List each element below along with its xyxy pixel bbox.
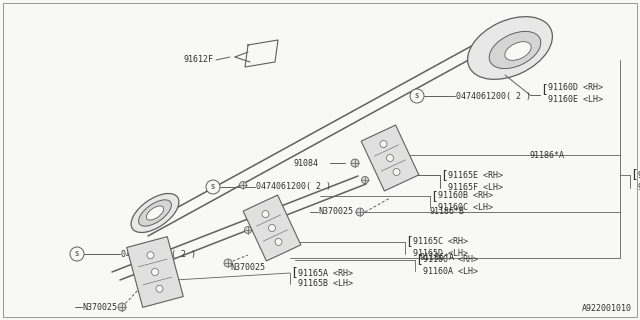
Text: 91165A <RH>: 91165A <RH> [298,268,353,277]
Text: 91084: 91084 [294,158,319,167]
Circle shape [275,238,282,245]
Text: [: [ [405,236,413,249]
Text: N370025: N370025 [230,262,265,271]
Circle shape [152,268,159,276]
Text: [: [ [540,84,547,97]
Text: [: [ [415,253,422,267]
Text: [: [ [290,267,298,279]
Text: 91160E <LH>: 91160E <LH> [548,95,603,105]
Circle shape [262,211,269,218]
Circle shape [118,303,126,311]
Circle shape [356,208,364,216]
FancyBboxPatch shape [243,195,301,261]
Text: 91165C <RH>: 91165C <RH> [413,237,468,246]
Circle shape [380,140,387,148]
Text: 0474061200( 2 ): 0474061200( 2 ) [121,250,196,259]
Text: 91165E <RH>: 91165E <RH> [448,171,503,180]
Circle shape [147,252,154,259]
Text: 91165F <LH>: 91165F <LH> [448,183,503,193]
Ellipse shape [505,42,531,60]
Text: 91160  <RH>: 91160 <RH> [423,255,478,265]
Circle shape [410,89,424,103]
Text: S: S [75,251,79,257]
Text: [: [ [440,170,447,182]
FancyBboxPatch shape [361,125,419,191]
FancyBboxPatch shape [127,236,183,308]
Text: 0474061200( 2 ): 0474061200( 2 ) [456,92,531,100]
Circle shape [351,159,359,167]
Text: N370025: N370025 [82,302,117,311]
Text: 91160C <LH>: 91160C <LH> [438,203,493,212]
Circle shape [70,247,84,261]
Text: 91151A<LH>: 91151A<LH> [638,183,640,193]
Text: 91165B <LH>: 91165B <LH> [298,279,353,289]
Text: 91612F: 91612F [183,55,213,65]
Ellipse shape [147,206,164,220]
Circle shape [239,181,246,188]
Text: A922001010: A922001010 [582,304,632,313]
Circle shape [224,259,232,267]
Circle shape [244,227,252,234]
Text: [: [ [630,169,637,181]
Text: 91186*A: 91186*A [530,150,565,159]
Ellipse shape [131,194,179,233]
Circle shape [206,180,220,194]
Circle shape [387,155,394,162]
Text: [: [ [430,190,438,204]
Text: 91165D <LH>: 91165D <LH> [413,250,468,259]
Circle shape [156,285,163,292]
Text: 91186*B: 91186*B [430,207,465,217]
Ellipse shape [489,31,541,68]
Text: 91160D <RH>: 91160D <RH> [548,84,603,92]
Text: 91186*A: 91186*A [420,253,455,262]
Text: S: S [415,93,419,99]
Text: 91151  <RH>: 91151 <RH> [638,171,640,180]
Ellipse shape [468,17,552,79]
Circle shape [269,225,275,231]
Ellipse shape [139,200,172,226]
Text: N370025: N370025 [318,207,353,217]
Text: 91160A <LH>: 91160A <LH> [423,267,478,276]
Circle shape [362,177,369,183]
Text: 0474061200( 2 ): 0474061200( 2 ) [256,182,331,191]
Text: 91160B <RH>: 91160B <RH> [438,191,493,201]
Text: S: S [211,184,215,190]
Circle shape [393,168,400,175]
